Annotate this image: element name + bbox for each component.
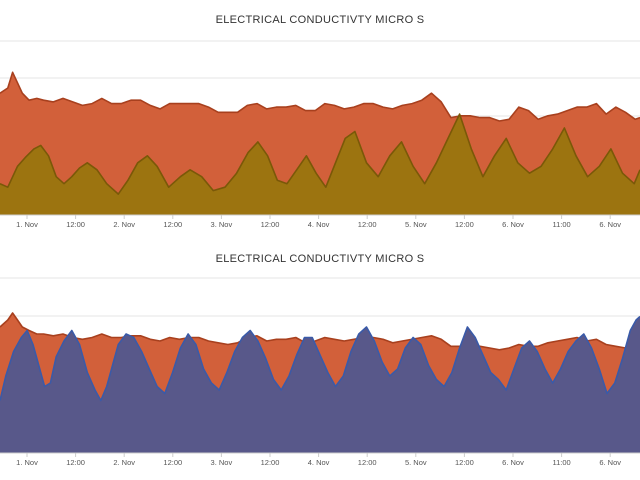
x-tick-label: 12:00: [66, 220, 85, 229]
x-tick-label: 2. Nov: [113, 458, 135, 467]
x-tick-label: 12:00: [261, 458, 280, 467]
x-tick-label: 6. Nov: [502, 458, 524, 467]
x-tick-label: 5. Nov: [405, 458, 427, 467]
chart-top: ELECTRICAL CONDUCTIVTY MICRO S 1. Nov 12:…: [0, 14, 640, 229]
x-tick-label: 3. Nov: [211, 220, 233, 229]
x-tick-label: 2. Nov: [113, 220, 135, 229]
x-tick-label: 6. Nov: [599, 220, 621, 229]
plot-area: 1. Nov 12:00 2. Nov 12:00 3. Nov 12:00 4. Nov 1…: [0, 40, 640, 229]
x-tick-label: 11:00: [552, 458, 570, 467]
x-tick-label: 12:00: [455, 220, 474, 229]
chart-title: ELECTRICAL CONDUCTIVTY MICRO S: [215, 253, 425, 265]
series-area-2: [0, 114, 640, 215]
chart-bottom: ELECTRICAL CONDUCTIVTY MICRO S 1. Nov 12:…: [0, 240, 640, 480]
x-tick-label: 12:00: [455, 458, 474, 467]
x-tick-label: 12:00: [261, 220, 280, 229]
x-tick-label: 6. Nov: [599, 458, 621, 467]
x-tick-label: 1. Nov: [16, 220, 38, 229]
series-line-2: [0, 113, 640, 195]
x-tick-label: 12:00: [358, 220, 377, 229]
x-tick-label: 12:00: [66, 458, 85, 467]
x-tick-label: 3. Nov: [211, 458, 233, 467]
x-tick-label: 12:00: [358, 458, 377, 467]
series-area-2: [0, 316, 640, 453]
x-tick-label: 12:00: [163, 458, 182, 467]
x-tick-label: 12:00: [163, 220, 182, 229]
chart-title: ELECTRICAL CONDUCTIVTY MICRO S: [215, 14, 425, 26]
x-tick-label: 6. Nov: [502, 220, 524, 229]
plot-area: 1. Nov 12:00 2. Nov 12:00 3. Nov 12:00 4. Nov 1…: [0, 277, 640, 467]
x-tick-label: 1. Nov: [16, 458, 38, 467]
x-tick-label: 5. Nov: [405, 220, 427, 229]
x-tick-label: 4. Nov: [308, 220, 330, 229]
x-tick-label: 11:00: [552, 220, 570, 229]
x-tick-label: 4. Nov: [308, 458, 330, 467]
series-line-2: [0, 315, 640, 402]
series-line-1: [0, 71, 640, 122]
